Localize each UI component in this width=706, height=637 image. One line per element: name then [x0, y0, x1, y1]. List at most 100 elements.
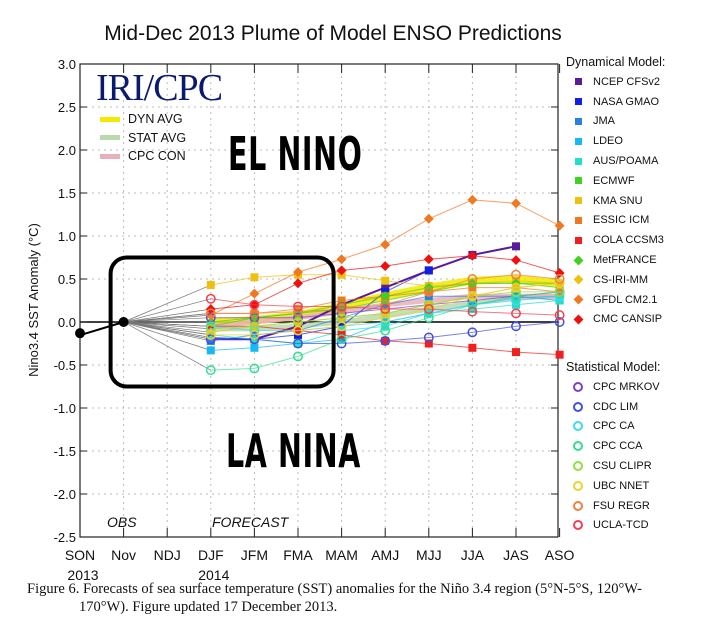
init-line	[123, 321, 211, 333]
data-point	[467, 306, 478, 317]
data-point	[206, 346, 215, 355]
series-lines	[205, 194, 565, 376]
legend-label: CSU CLIPR	[593, 460, 652, 473]
dyn-avg-swatch	[100, 116, 120, 122]
data-point	[511, 308, 521, 319]
y-tick-label: 0.5	[58, 272, 76, 287]
data-point	[293, 278, 303, 289]
legend-label: CPC MRKOV	[593, 380, 660, 393]
data-point	[467, 194, 478, 205]
data-point	[467, 250, 478, 261]
data-point	[424, 339, 433, 348]
highlight-box	[108, 255, 336, 389]
legend-item-ubc-nnet: UBC NNET	[566, 476, 660, 496]
series-line	[210, 282, 560, 336]
data-point	[206, 336, 215, 345]
legend-label: NCEP CFSv2	[593, 75, 661, 88]
data-point	[554, 278, 565, 289]
data-point	[250, 273, 259, 282]
data-point	[206, 281, 215, 290]
data-point	[336, 265, 347, 276]
circle-marker-icon	[566, 441, 590, 452]
series-cdc-lim	[205, 317, 565, 349]
square-marker-icon	[566, 98, 590, 106]
series-ucla-tcd	[205, 293, 565, 321]
legend-item-ecmwf: ECMWF	[566, 171, 665, 191]
statistical-legend: Statistical Model: CPC MRKOV CDC LIM CPC C…	[566, 360, 660, 535]
legend-label: UBC NNET	[593, 479, 650, 492]
square-marker-icon	[566, 78, 590, 86]
data-point	[511, 255, 521, 266]
avg-legend-stat: STAT AVG	[100, 129, 186, 148]
series-line	[210, 291, 560, 371]
data-point	[468, 343, 477, 352]
data-point	[293, 351, 303, 362]
obs-point	[75, 328, 85, 339]
y-tick-label: 0.0	[58, 315, 76, 330]
init-line	[123, 321, 211, 351]
data-point	[293, 267, 303, 278]
data-point	[423, 286, 434, 297]
circle-marker-icon	[566, 500, 590, 511]
data-point	[467, 274, 478, 284]
legend-label: UCLA-TCD	[593, 519, 649, 532]
x-tick-label: MJJ	[416, 547, 442, 563]
diamond-marker-icon	[566, 314, 590, 325]
data-point	[380, 304, 391, 315]
data-point	[380, 335, 391, 346]
legend-label: LDEO	[593, 135, 623, 148]
data-point	[205, 308, 216, 319]
square-marker-icon	[566, 157, 590, 165]
data-point	[423, 254, 434, 265]
legend-label: KMA SNU	[593, 194, 643, 207]
circle-marker-icon	[566, 480, 590, 491]
legend-label: NASA GMAO	[593, 95, 660, 108]
data-point	[381, 283, 390, 292]
square-marker-icon	[566, 117, 590, 125]
legend-item-cdc-lim: CDC LIM	[566, 397, 660, 417]
grid	[80, 64, 558, 537]
legend-label: GFDL CM2.1	[593, 293, 658, 306]
circle-marker-icon	[566, 461, 590, 472]
legend-label: ESSIC ICM	[593, 214, 650, 227]
axes: 3.0 2.5 2.0 1.5 1.0 0.5 0.0 -0.5 -1.0 -1.5 -2.0 -2.…	[54, 57, 575, 580]
year-label: 2014	[198, 567, 229, 580]
series-line	[210, 245, 517, 341]
data-point	[423, 304, 434, 315]
y-tick-label: 2.5	[58, 100, 76, 115]
init-line	[123, 321, 211, 340]
data-point	[249, 363, 260, 374]
dynamical-legend: Dynamical Model: NCEP CFSv2 NASA GMAO JMA L…	[566, 55, 665, 329]
legend-item-nasa-gmao: NASA GMAO	[566, 92, 665, 112]
x-tick-label: JAS	[503, 547, 529, 563]
x-tick-label: Nov	[111, 547, 136, 563]
data-point	[554, 220, 565, 231]
y-tick-label: -0.5	[54, 358, 76, 373]
x-tick-label: ASO	[545, 547, 575, 563]
iri-cpc-logo: IRI/CPC	[96, 67, 223, 109]
legend-label: CPC CCA	[593, 440, 643, 453]
legend-item-jma: JMA	[566, 112, 665, 132]
dynamical-legend-header: Dynamical Model:	[566, 55, 666, 69]
data-point	[293, 338, 303, 349]
x-tick-label: DJF	[198, 547, 224, 563]
data-point	[336, 254, 347, 265]
data-point	[380, 291, 391, 302]
data-point	[554, 317, 565, 327]
init-line	[123, 321, 211, 336]
data-point	[336, 334, 347, 345]
statistical-legend-header: Statistical Model:	[566, 360, 661, 374]
legend-item-gfdl-cm2-1: GFDL CM2.1	[566, 290, 665, 310]
diamond-marker-icon	[566, 294, 590, 305]
data-point	[423, 332, 434, 343]
avg-legend-cpc: CPC CON	[100, 147, 186, 166]
data-point	[554, 310, 565, 321]
data-point	[467, 291, 478, 302]
square-marker-icon	[566, 216, 590, 224]
data-point	[249, 288, 260, 299]
legend-item-cola-ccsm3: COLA CCSM3	[566, 230, 665, 250]
series-line	[210, 298, 560, 316]
data-point	[205, 365, 216, 376]
legend-label: ECMWF	[593, 174, 635, 187]
forecast-highlight-box	[108, 255, 336, 389]
